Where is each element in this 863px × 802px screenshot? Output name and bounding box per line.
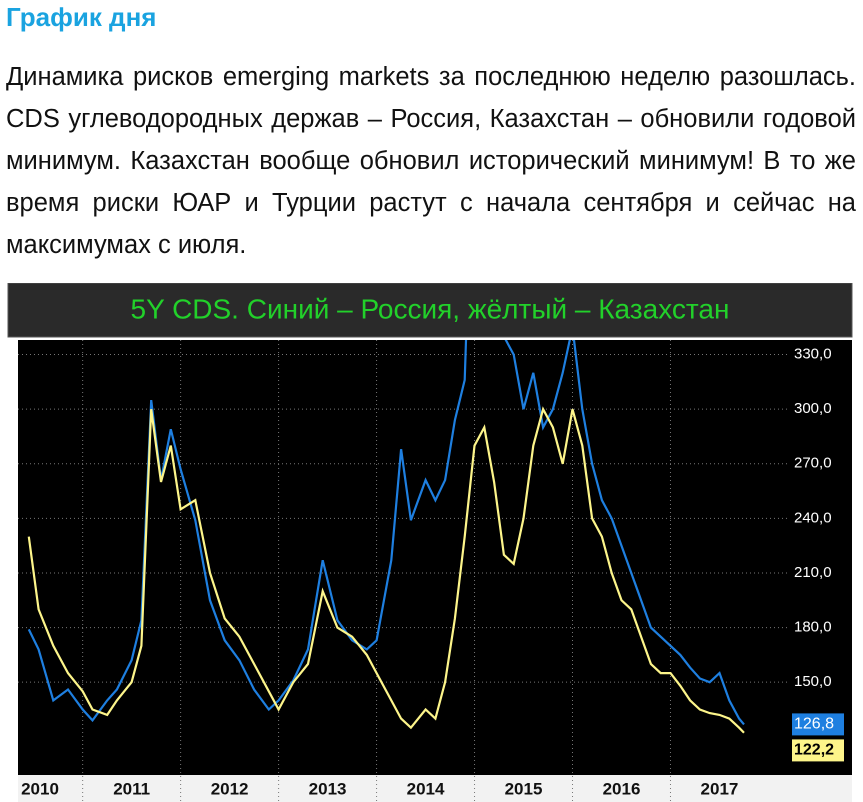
y-tick-label: 300,0 <box>794 400 832 417</box>
title-bar <box>7 283 853 338</box>
y-tick-label: 150,0 <box>794 673 832 690</box>
y-tick-label: 180,0 <box>794 619 832 636</box>
chart-title: 5Y CDS. Синий – Россия, жёлтый – Казахст… <box>131 293 730 324</box>
x-tick-label: 2015 <box>505 779 543 798</box>
y-tick-label: 270,0 <box>794 455 832 472</box>
x-tick-label: 2017 <box>701 779 739 798</box>
end-label-box <box>792 739 844 762</box>
x-tick-label: 2016 <box>603 779 641 798</box>
x-tick-label: 2012 <box>211 779 249 798</box>
y-tick-label: 210,0 <box>794 564 832 581</box>
end-label-box <box>792 713 844 736</box>
page-title: График дня <box>6 2 157 32</box>
x-tick-label: 2011 <box>113 779 150 798</box>
plot-background <box>18 340 852 775</box>
end-label: 122,2 <box>794 742 834 759</box>
paragraph: Динамика рисков emerging markets за посл… <box>6 63 856 259</box>
end-label: 126,8 <box>794 716 834 733</box>
x-tick-label: 2013 <box>309 779 347 798</box>
chart: 5Y CDS. Синий – Россия, жёлтый – Казахст… <box>7 283 853 802</box>
x-tick-label: 2014 <box>407 779 445 798</box>
y-tick-label: 240,0 <box>794 509 832 526</box>
x-tick-label: 2010 <box>21 779 59 798</box>
series-line <box>27 406 745 734</box>
y-tick-label: 330,0 <box>794 346 832 363</box>
x-axis-band <box>18 775 852 802</box>
